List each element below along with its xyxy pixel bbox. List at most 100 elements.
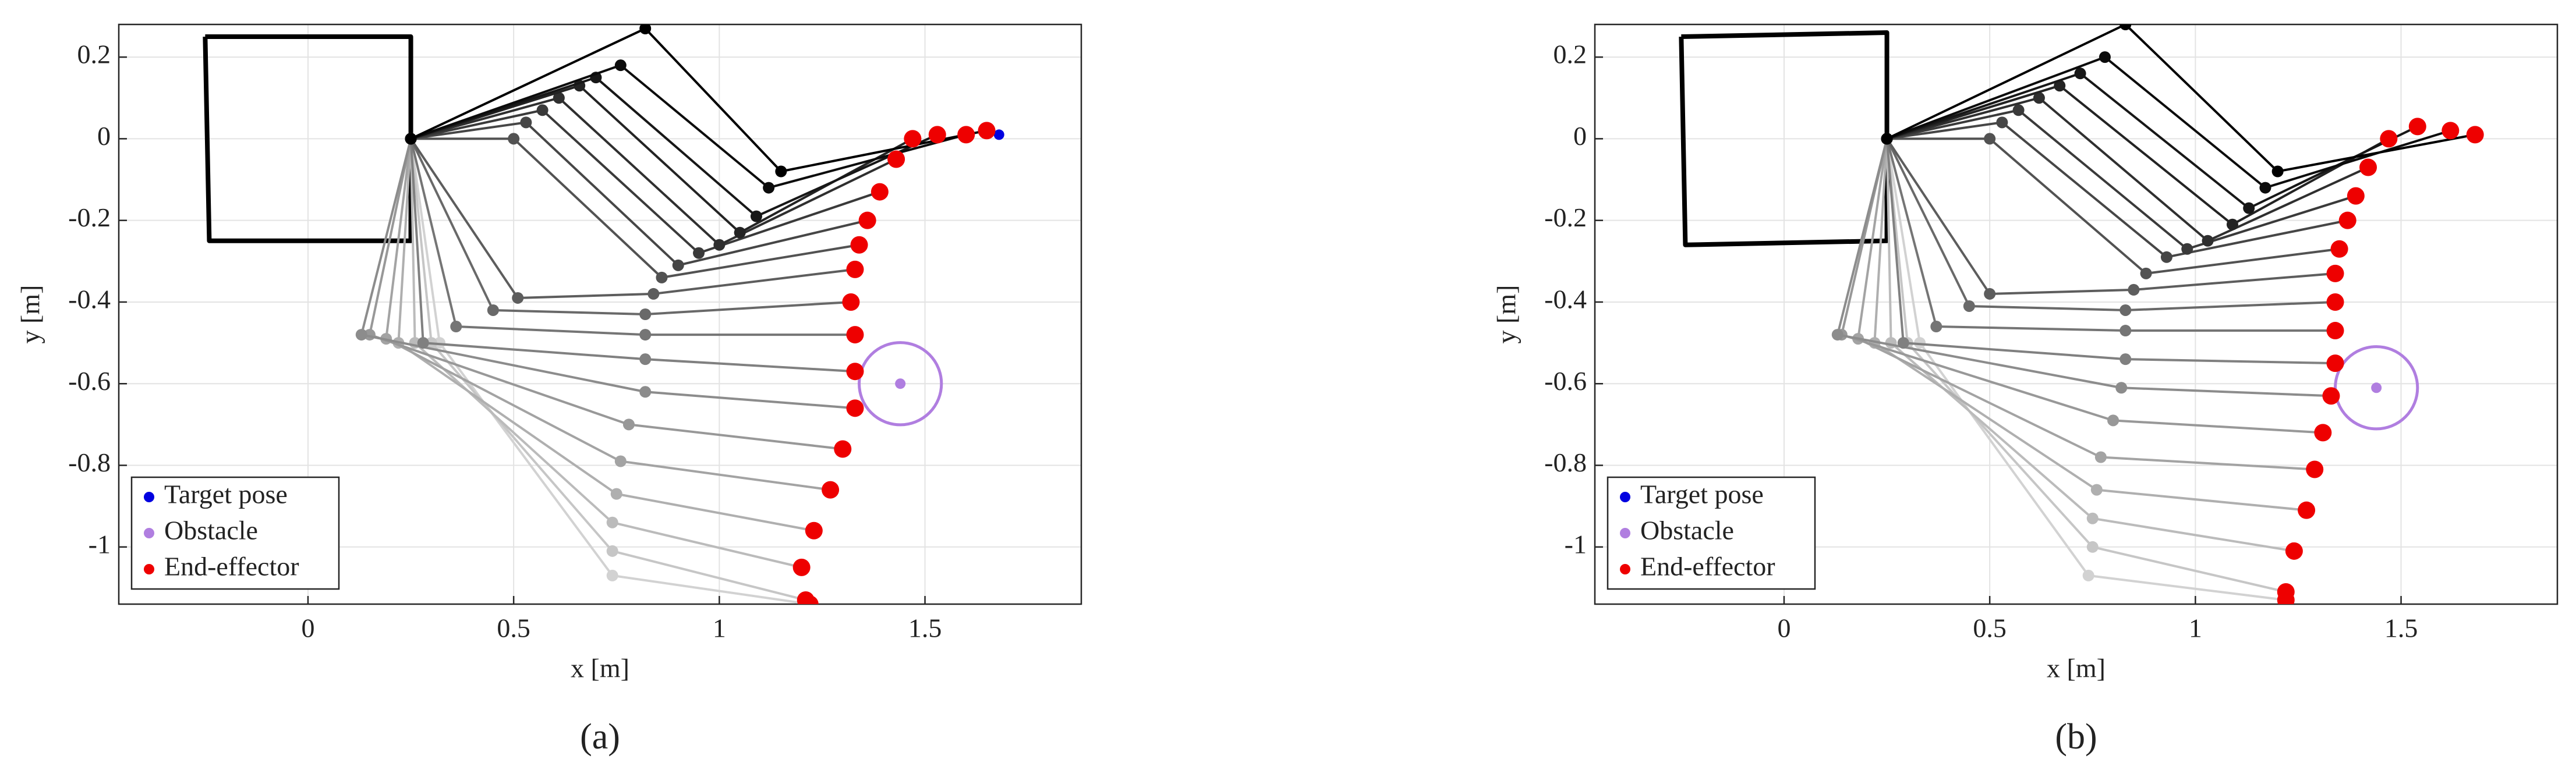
joint — [2226, 218, 2238, 230]
series-point — [2326, 354, 2344, 372]
joint — [2140, 267, 2152, 279]
arm-link — [612, 521, 802, 569]
arm-link — [768, 133, 967, 189]
series-point — [2322, 387, 2340, 405]
y-tick-label: 0.2 — [77, 40, 111, 69]
legend-marker — [1620, 528, 1630, 538]
joint — [2107, 414, 2119, 427]
joint — [2271, 165, 2284, 178]
joint — [1963, 300, 1975, 312]
joint — [1881, 133, 1893, 145]
series-point — [871, 183, 889, 201]
arm-link — [2096, 488, 2307, 512]
legend-label: Obstacle — [164, 516, 258, 545]
series-point — [928, 126, 946, 144]
joint — [1914, 337, 1926, 349]
base-outline — [203, 34, 413, 243]
y-tick-label: -0.4 — [68, 285, 111, 314]
series-point — [822, 481, 840, 499]
y-tick-label: -0.8 — [1544, 448, 1587, 477]
arm-link — [1873, 139, 2097, 491]
joint — [2054, 80, 2066, 92]
series-point — [834, 440, 852, 458]
joint — [2086, 541, 2099, 553]
y-tick-label: -1 — [89, 529, 111, 559]
series-point — [2306, 460, 2324, 478]
subplot: 0 0.5 1 1.5 -1 -0.8 -0.6 -0.4 -0.2 0 0.2 x [m] y [m]… — [1492, 23, 2559, 757]
arm-link — [780, 129, 987, 173]
legend-label: Target pose — [1640, 480, 1764, 509]
arm-link — [2113, 419, 2323, 434]
arm-link — [612, 574, 811, 604]
joint — [1984, 288, 1996, 300]
joint — [2099, 51, 2111, 63]
arm-link — [409, 138, 654, 299]
legend-marker — [1620, 492, 1630, 502]
series-point — [2277, 583, 2295, 601]
series-point — [887, 150, 905, 168]
x-tick-label: 1.5 — [908, 613, 942, 643]
y-tick-label: 0 — [1573, 121, 1587, 151]
joint — [622, 418, 635, 431]
joint — [693, 247, 705, 259]
arm-link — [1887, 97, 2209, 242]
series-point — [2408, 118, 2426, 136]
joint — [2115, 382, 2128, 394]
joint — [1897, 337, 1909, 349]
joint — [614, 59, 627, 72]
joint — [656, 271, 668, 283]
series-point — [846, 399, 864, 417]
arm-link — [2264, 129, 2451, 189]
joint — [520, 116, 532, 129]
joint — [2128, 283, 2140, 296]
arm-link — [2088, 574, 2287, 601]
series-point — [846, 260, 864, 278]
joint — [639, 353, 652, 366]
arm-link — [2100, 456, 2315, 471]
joint — [606, 516, 618, 528]
joint — [606, 545, 618, 557]
arm-link — [2133, 272, 2336, 291]
arm-link — [2146, 247, 2340, 275]
series-point — [2326, 293, 2344, 311]
joint — [750, 210, 762, 222]
arm-link — [2125, 358, 2336, 365]
series-point — [2338, 211, 2356, 229]
arm-link — [612, 549, 806, 601]
obstacle-region — [2334, 345, 2419, 431]
joint — [639, 24, 652, 35]
arm-link — [2186, 194, 2356, 250]
arm-link — [620, 460, 831, 491]
y-tick-label: -0.6 — [68, 366, 111, 396]
y-tick-label: -0.6 — [1544, 366, 1587, 396]
base-outline — [1679, 30, 1889, 247]
x-tick-label: 1 — [713, 613, 726, 643]
obstacle-region — [858, 341, 943, 427]
x-tick-label: 0 — [1777, 613, 1791, 643]
y-tick-label: -0.2 — [1544, 203, 1587, 232]
joint — [1930, 321, 1942, 333]
joint — [2119, 325, 2132, 337]
joint — [405, 133, 417, 145]
series-point — [2441, 122, 2460, 140]
joint — [2033, 92, 2045, 104]
series-point — [846, 363, 864, 381]
series-point — [2359, 158, 2377, 176]
series-point — [2298, 501, 2316, 519]
x-tick-label: 0 — [301, 613, 314, 643]
joint — [487, 304, 499, 316]
arm-link — [698, 190, 880, 254]
series-point — [2380, 130, 2398, 148]
joint — [2119, 304, 2132, 316]
joint — [512, 292, 524, 304]
y-tick-label: -1 — [1565, 529, 1587, 559]
arm-link — [756, 133, 938, 218]
arm-link — [661, 243, 859, 279]
joint — [2090, 484, 2103, 496]
series-point — [792, 558, 811, 576]
series-point — [2285, 542, 2303, 560]
arm-link — [645, 391, 855, 410]
series-point — [895, 378, 906, 389]
legend-marker — [1620, 564, 1630, 574]
